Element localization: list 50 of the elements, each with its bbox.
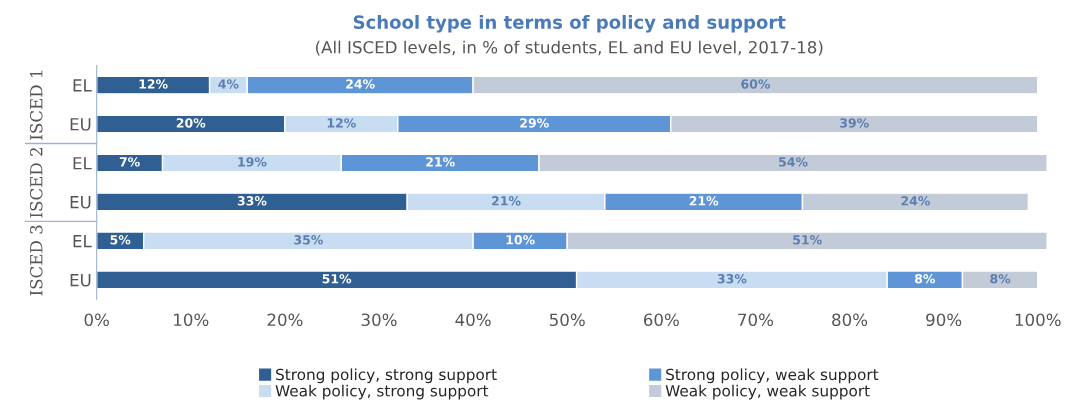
x-tick-label: 0% [84,313,109,327]
data-label: 33% [717,274,747,284]
data-label: 33% [237,196,267,206]
x-tick-label: 10% [174,313,209,327]
data-label: 12% [139,79,168,89]
data-label: 51% [793,235,822,245]
data-label: 51% [322,274,352,284]
data-label: 7% [119,157,140,167]
y-tick-label: EL [73,157,92,170]
data-label: 24% [901,196,930,206]
data-label: 21% [426,157,455,167]
x-tick-label: 60% [643,313,679,327]
y-tick-label: EU [70,196,91,209]
legend-label: Strong policy, strong support [276,368,497,384]
data-label: 20% [176,118,206,128]
data-label: 8% [914,274,936,284]
data-label: 4% [218,79,239,89]
y-tick-label: EL [73,235,92,248]
x-tick-label: 100% [1015,313,1061,327]
legend-label: Strong policy, weak support [666,368,879,384]
x-tick-label: 90% [926,313,962,327]
data-label: 21% [492,196,521,206]
data-label: 19% [238,157,267,167]
legend-label: Weak policy, strong support [275,384,489,400]
x-tick-label: 40% [455,313,491,327]
data-label: 10% [506,235,535,245]
text: ISCED 1 [29,70,43,140]
y-tick-label: EU [70,118,91,131]
legend-label: Weak policy, weak support [665,384,870,400]
chart-subtitle: (All ISCED levels, in % of students, EL and EU level, 2017-18) [316,40,823,56]
y-tick-label: EU [70,274,91,287]
data-label: 5% [110,235,131,245]
data-label: 29% [520,118,549,128]
x-tick-label: 50% [549,313,585,327]
data-label: 39% [840,118,869,128]
data-label: 21% [689,196,719,206]
data-label: 12% [327,118,356,128]
y-tick-label: EL [73,79,92,92]
x-tick-label: 80% [832,313,868,327]
x-tick-label: 70% [738,313,774,327]
data-label: 60% [741,79,770,89]
data-label: 54% [779,157,808,167]
text: ISCED 2 [29,147,43,218]
x-tick-label: 30% [361,313,397,327]
data-label: 24% [346,79,375,89]
data-label: 8% [990,274,1011,284]
text: ISCED 3 [29,225,43,296]
x-tick-label: 20% [267,313,303,327]
data-label: 35% [294,235,323,245]
chart-title: School type in terms of policy and support [353,14,786,33]
